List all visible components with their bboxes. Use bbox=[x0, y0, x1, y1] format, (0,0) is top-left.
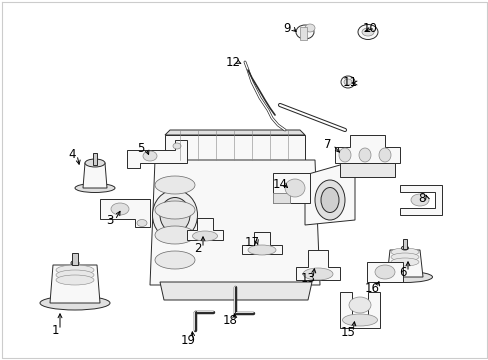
Ellipse shape bbox=[374, 265, 394, 279]
Ellipse shape bbox=[40, 296, 110, 310]
Ellipse shape bbox=[357, 24, 377, 40]
Text: 3: 3 bbox=[106, 213, 113, 226]
Text: 2: 2 bbox=[194, 242, 202, 255]
Bar bbox=[93, 153, 97, 165]
Text: 8: 8 bbox=[417, 192, 425, 204]
Text: 12: 12 bbox=[225, 55, 240, 68]
Polygon shape bbox=[399, 185, 441, 215]
Polygon shape bbox=[386, 250, 422, 277]
Text: 17: 17 bbox=[244, 235, 259, 248]
Ellipse shape bbox=[338, 148, 350, 162]
Polygon shape bbox=[295, 250, 339, 280]
Ellipse shape bbox=[303, 268, 332, 280]
Ellipse shape bbox=[314, 180, 345, 220]
Text: 16: 16 bbox=[364, 282, 379, 294]
Text: 4: 4 bbox=[68, 148, 76, 162]
Ellipse shape bbox=[390, 258, 418, 266]
Polygon shape bbox=[100, 199, 150, 227]
Ellipse shape bbox=[348, 297, 370, 313]
Ellipse shape bbox=[71, 261, 79, 266]
Text: 7: 7 bbox=[324, 139, 331, 152]
Polygon shape bbox=[150, 160, 319, 285]
Polygon shape bbox=[160, 282, 311, 300]
Polygon shape bbox=[242, 232, 282, 254]
Polygon shape bbox=[299, 27, 306, 40]
Polygon shape bbox=[272, 173, 309, 203]
Text: 11: 11 bbox=[342, 77, 357, 90]
Bar bbox=[72, 253, 78, 265]
Text: 6: 6 bbox=[398, 266, 406, 279]
Ellipse shape bbox=[378, 148, 390, 162]
Text: 19: 19 bbox=[180, 333, 195, 346]
Text: 1: 1 bbox=[51, 324, 59, 337]
Text: 18: 18 bbox=[222, 314, 237, 327]
Ellipse shape bbox=[295, 25, 313, 39]
Ellipse shape bbox=[173, 143, 181, 149]
Ellipse shape bbox=[155, 251, 195, 269]
Ellipse shape bbox=[340, 76, 354, 88]
Polygon shape bbox=[339, 163, 394, 177]
Text: 14: 14 bbox=[272, 179, 287, 192]
Polygon shape bbox=[186, 218, 223, 240]
Ellipse shape bbox=[342, 314, 377, 326]
Ellipse shape bbox=[343, 79, 351, 85]
Ellipse shape bbox=[305, 24, 314, 32]
Text: 10: 10 bbox=[362, 22, 377, 35]
Text: 15: 15 bbox=[340, 325, 355, 338]
Ellipse shape bbox=[285, 179, 305, 197]
Ellipse shape bbox=[85, 159, 105, 167]
Polygon shape bbox=[334, 135, 399, 163]
Ellipse shape bbox=[358, 148, 370, 162]
Ellipse shape bbox=[137, 220, 147, 226]
Polygon shape bbox=[83, 163, 107, 188]
Text: 9: 9 bbox=[283, 22, 290, 35]
Text: 5: 5 bbox=[137, 141, 144, 154]
Ellipse shape bbox=[192, 231, 217, 241]
Polygon shape bbox=[366, 262, 402, 282]
Ellipse shape bbox=[142, 151, 157, 161]
Ellipse shape bbox=[377, 271, 431, 283]
Ellipse shape bbox=[390, 248, 418, 256]
Polygon shape bbox=[305, 165, 354, 225]
Ellipse shape bbox=[361, 28, 373, 36]
Ellipse shape bbox=[320, 188, 338, 212]
Ellipse shape bbox=[160, 198, 190, 233]
Polygon shape bbox=[50, 265, 100, 303]
Ellipse shape bbox=[390, 253, 418, 261]
Ellipse shape bbox=[56, 265, 94, 275]
Ellipse shape bbox=[155, 226, 195, 244]
Polygon shape bbox=[164, 135, 305, 160]
Ellipse shape bbox=[401, 246, 407, 250]
Polygon shape bbox=[272, 193, 289, 203]
Polygon shape bbox=[164, 130, 305, 135]
Polygon shape bbox=[339, 292, 379, 328]
Ellipse shape bbox=[152, 190, 197, 240]
Ellipse shape bbox=[247, 245, 275, 255]
Polygon shape bbox=[127, 140, 186, 168]
Ellipse shape bbox=[155, 201, 195, 219]
Ellipse shape bbox=[111, 203, 129, 215]
Bar bbox=[402, 239, 406, 249]
Ellipse shape bbox=[56, 270, 94, 280]
Ellipse shape bbox=[56, 275, 94, 285]
Ellipse shape bbox=[155, 176, 195, 194]
Ellipse shape bbox=[410, 194, 428, 206]
Ellipse shape bbox=[75, 184, 115, 193]
Text: 13: 13 bbox=[300, 271, 315, 284]
